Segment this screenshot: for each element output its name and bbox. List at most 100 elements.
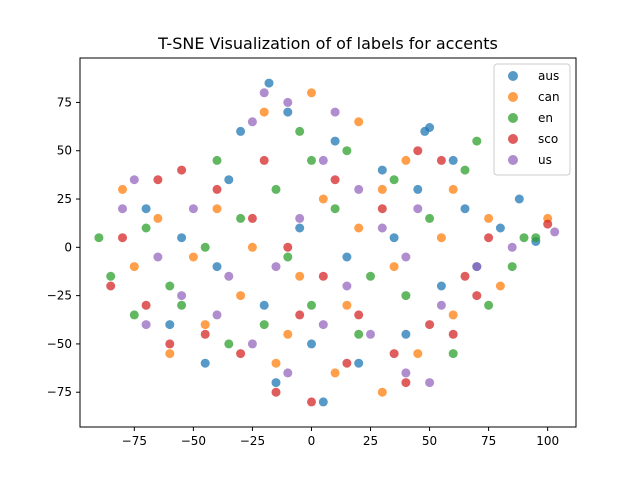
point-en-7	[307, 155, 316, 165]
point-sco-21	[436, 155, 446, 165]
point-en-22	[354, 329, 364, 339]
point-aus-2	[514, 194, 524, 204]
plot-frame	[79, 57, 577, 428]
point-us-13	[436, 300, 446, 310]
x-tick-label: −75	[122, 434, 147, 448]
point-en-28	[330, 204, 340, 214]
point-en-18	[177, 300, 187, 310]
point-aus-11	[141, 204, 151, 214]
point-sco-12	[543, 219, 553, 229]
point-en-11	[425, 213, 435, 223]
point-us-5	[259, 88, 269, 98]
point-can-10	[236, 291, 246, 301]
point-aus-28	[495, 223, 505, 233]
point-sco-24	[377, 204, 387, 214]
point-en-19	[224, 339, 234, 349]
point-us-1	[118, 204, 127, 214]
point-can-21	[389, 262, 399, 272]
point-us-24	[401, 368, 411, 378]
point-us-9	[330, 107, 340, 117]
x-tick-label: 0	[308, 434, 316, 448]
point-en-25	[484, 300, 494, 310]
point-en-3	[165, 281, 175, 291]
point-sco-19	[342, 358, 352, 368]
point-us-15	[507, 242, 517, 252]
point-sco-11	[484, 233, 494, 243]
x-tick-label: −25	[240, 434, 265, 448]
point-us-0	[129, 175, 139, 185]
legend-label-can: can	[538, 90, 560, 104]
point-us-4	[224, 271, 234, 281]
point-sco-8	[389, 349, 399, 359]
point-en-12	[460, 165, 470, 175]
point-sco-10	[460, 271, 470, 281]
point-us-28	[342, 281, 352, 291]
point-us-8	[318, 155, 328, 165]
y-tick-label: 25	[57, 192, 72, 206]
x-axis: −75 −50 −25 0 25 50 75 100	[122, 427, 559, 448]
point-aus-6	[330, 136, 340, 146]
legend-label-us: us	[538, 153, 552, 167]
point-en-4	[200, 242, 210, 252]
point-aus-18	[436, 281, 446, 291]
point-us-14	[472, 262, 482, 272]
legend-marker-sco	[508, 134, 518, 144]
point-sco-3	[212, 184, 222, 194]
point-us-12	[401, 252, 411, 262]
y-tick-label: 0	[64, 240, 72, 254]
point-us-6	[247, 117, 257, 127]
point-us-19	[212, 310, 222, 320]
point-can-23	[271, 358, 281, 368]
point-aus-26	[318, 397, 328, 407]
point-can-14	[413, 349, 423, 359]
point-sco-29	[153, 175, 163, 185]
x-tick-label: 25	[363, 434, 378, 448]
point-us-26	[295, 213, 305, 223]
point-en-16	[531, 233, 541, 243]
point-can-25	[436, 233, 446, 243]
point-can-28	[295, 271, 305, 281]
point-can-27	[377, 184, 387, 194]
point-sco-23	[472, 291, 482, 301]
point-aus-23	[389, 233, 399, 243]
y-tick-label: −75	[47, 385, 72, 399]
point-sco-9	[425, 320, 435, 330]
point-us-21	[283, 368, 293, 378]
point-en-15	[519, 233, 529, 243]
point-us-16	[550, 227, 560, 237]
point-can-22	[200, 320, 210, 330]
point-en-0	[94, 233, 104, 243]
point-can-17	[212, 204, 222, 214]
legend: aus can en sco us	[493, 63, 571, 176]
point-aus-5	[283, 107, 293, 117]
point-aus-16	[354, 358, 364, 368]
point-us-29	[413, 204, 423, 214]
point-aus-13	[212, 262, 222, 272]
point-aus-12	[177, 233, 187, 243]
point-us-27	[271, 262, 281, 272]
point-sco-5	[283, 242, 293, 252]
point-us-23	[366, 329, 375, 339]
point-aus-25	[200, 358, 210, 368]
legend-label-en: en	[538, 111, 553, 125]
point-us-7	[283, 97, 293, 107]
point-aus-7	[377, 165, 387, 175]
point-sco-28	[448, 329, 458, 339]
point-us-2	[153, 252, 163, 262]
point-sco-2	[177, 165, 187, 175]
point-en-27	[366, 271, 375, 281]
point-us-17	[141, 320, 151, 330]
point-aus-24	[165, 320, 175, 330]
point-sco-14	[165, 339, 175, 349]
point-en-29	[283, 252, 293, 262]
point-aus-3	[264, 78, 274, 88]
points-layer	[94, 78, 560, 407]
point-can-16	[495, 281, 505, 291]
point-en-20	[259, 320, 269, 330]
x-tick-label: 100	[536, 434, 559, 448]
legend-marker-aus	[508, 71, 518, 81]
point-can-9	[188, 252, 198, 262]
point-sco-15	[200, 329, 210, 339]
point-us-18	[177, 291, 187, 301]
point-us-10	[354, 184, 364, 194]
